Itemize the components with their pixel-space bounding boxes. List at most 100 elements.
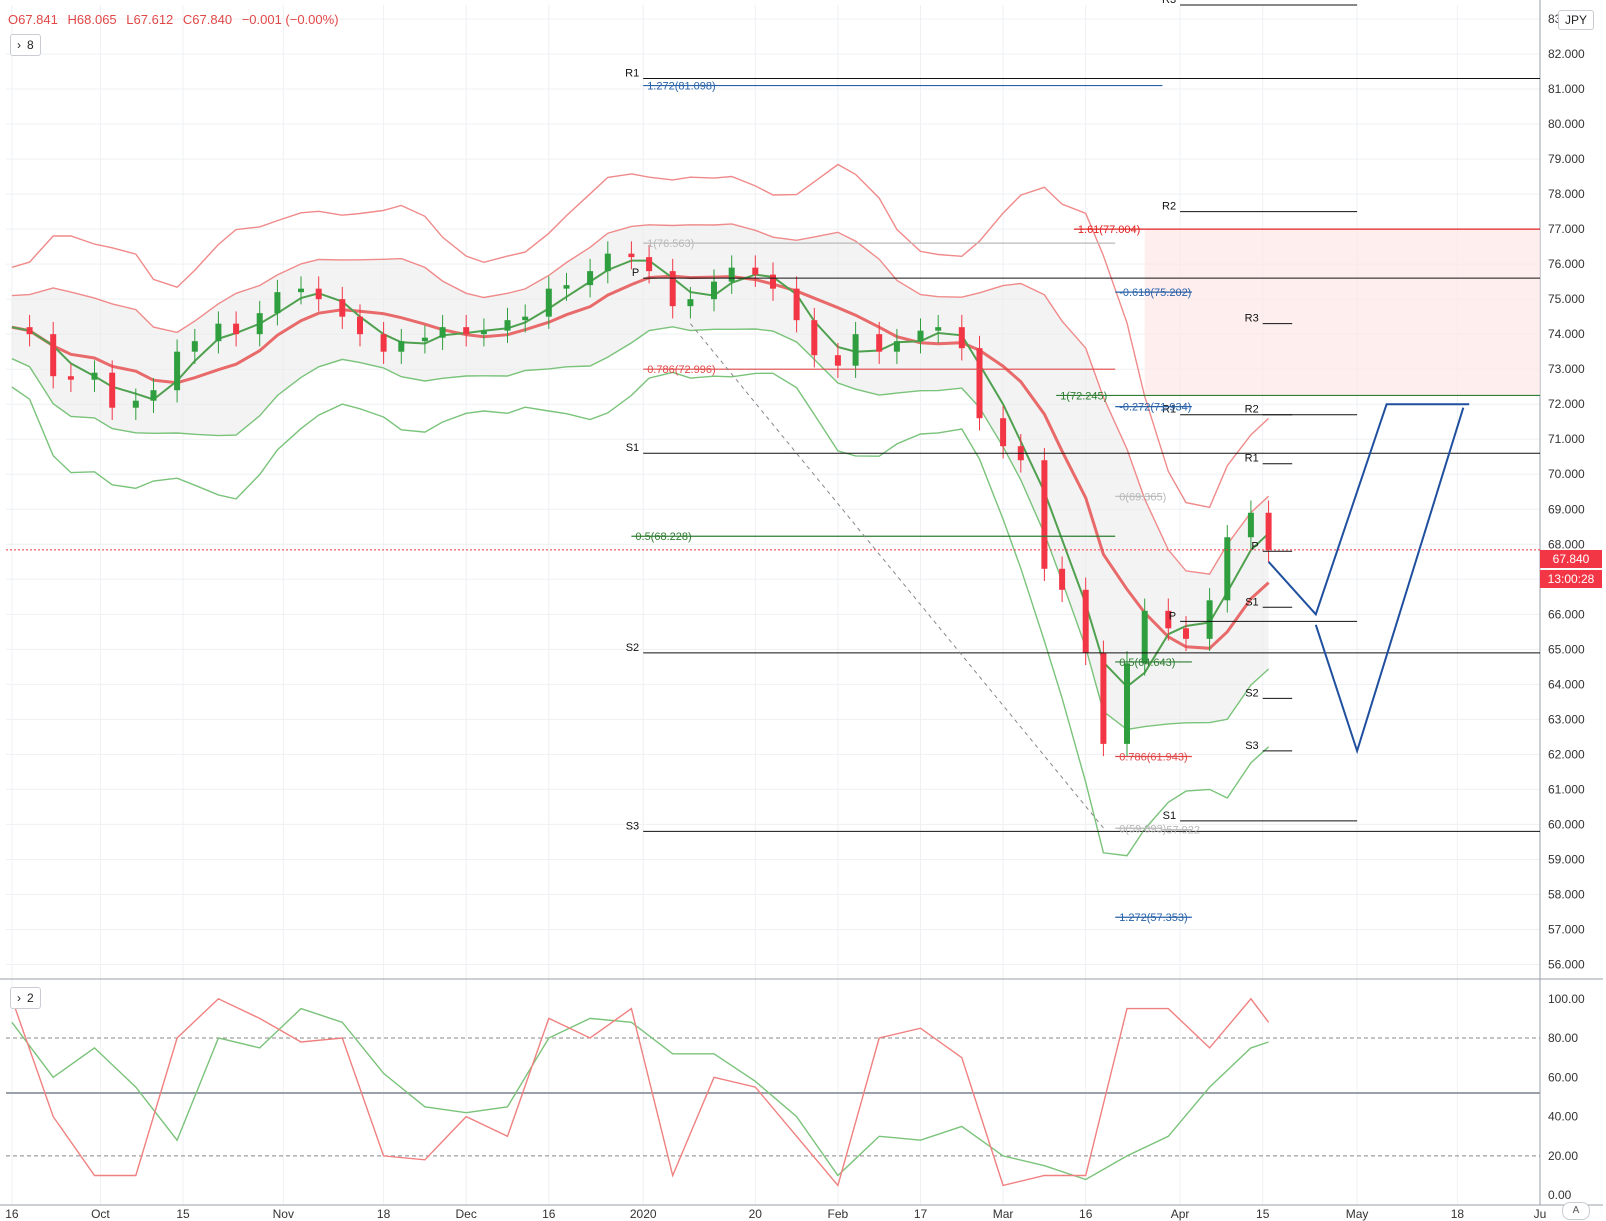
candle-body <box>1247 512 1254 538</box>
price-tick-label: 61.000 <box>1548 782 1585 796</box>
time-tick-label: 16 <box>1079 1207 1093 1221</box>
price-axis[interactable]: 56.000 57.000 58.000 59.000 60.000 61.000 62.0… <box>1548 12 1585 971</box>
candle-body <box>852 334 859 366</box>
indicators-toggle-main[interactable]: › 8 <box>10 34 41 56</box>
candle-body <box>463 327 470 335</box>
candle-body <box>215 323 222 342</box>
price-tick-label: 73.000 <box>1548 362 1585 376</box>
price-tick-label: 57.000 <box>1548 922 1585 936</box>
candle-body <box>893 341 900 352</box>
time-tick-label: 16 <box>5 1207 19 1221</box>
pivot-label: S2 <box>1245 687 1258 699</box>
fib-label: 1(76.563) <box>647 238 694 250</box>
candle-body <box>421 337 428 342</box>
levels: R1PS1S2S3R3R2R1PS1R3R2R1PS1S2S31.272(81.… <box>6 0 1540 924</box>
osc-tick-label: 100.00 <box>1548 992 1585 1006</box>
candle-body <box>109 372 116 408</box>
time-tick-label: Nov <box>273 1207 294 1221</box>
candle-body <box>1000 418 1007 447</box>
oscillator-pane: 0.00 20.00 40.00 60.00 80.00 100.00 <box>6 992 1585 1202</box>
candle-body <box>504 320 511 331</box>
candle-body <box>935 327 942 331</box>
candle-body <box>380 334 387 352</box>
price-tick-label: 74.000 <box>1548 327 1585 341</box>
pivot-label: S3 <box>626 820 639 832</box>
price-tick-label: 72.000 <box>1548 397 1585 411</box>
price-tick-label: 62.000 <box>1548 747 1585 761</box>
fib-label: 1.272(81.098) <box>647 81 716 93</box>
upper-outer-band <box>11 163 1270 509</box>
pivot-label: R2 <box>1245 404 1259 416</box>
candle-body <box>298 288 304 293</box>
fib-label: 0(69.365) <box>1119 491 1166 503</box>
high-value: H68.065 <box>67 12 117 27</box>
candle-body <box>752 267 759 275</box>
osc-series <box>11 997 1270 1187</box>
candle-body <box>150 390 157 401</box>
time-tick-label: Ju <box>1534 1207 1547 1221</box>
open-value: O67.841 <box>8 12 58 27</box>
price-tick-label: 76.000 <box>1548 257 1585 271</box>
pivot-label: R3 <box>1245 313 1259 325</box>
price-tick-label: 64.000 <box>1548 677 1585 691</box>
time-tick-label: 17 <box>914 1207 928 1221</box>
fib-label: -0.272(71.934) <box>1119 402 1191 414</box>
close-value: C67.840 <box>182 12 233 27</box>
currency-label[interactable]: JPY <box>1558 10 1594 30</box>
time-tick-label: 18 <box>377 1207 391 1221</box>
price-tick-label: 81.000 <box>1548 82 1585 96</box>
candle-body <box>1059 568 1066 590</box>
candle-body <box>793 288 800 321</box>
price-tick-label: 59.000 <box>1548 852 1585 866</box>
bollinger-cloud <box>11 223 1269 730</box>
pivot-label: S1 <box>1163 810 1176 822</box>
fib-zone-rect <box>1144 229 1540 396</box>
fib-label: 1.61(77.004) <box>1078 224 1140 236</box>
auto-scale-button[interactable]: A <box>1562 1202 1590 1220</box>
candle-body <box>1224 537 1231 601</box>
candle-body <box>770 274 776 289</box>
projection <box>1267 403 1470 755</box>
ohlc-legend: O67.841 H68.065 L67.612 C67.840 −0.001 (… <box>8 12 345 27</box>
time-tick-label: 16 <box>542 1207 556 1221</box>
price-tick-label: 68.000 <box>1548 537 1585 551</box>
osc-series <box>11 1007 1269 1181</box>
candle-body <box>315 288 322 300</box>
time-tick-label: Apr <box>1171 1207 1190 1221</box>
osc-tick-label: 0.00 <box>1548 1188 1572 1202</box>
candle-body <box>917 330 924 342</box>
fib-label: 0(59.893) <box>1119 823 1166 835</box>
countdown-tag: 13:00:28 <box>1540 570 1602 588</box>
candle-body <box>357 316 363 335</box>
candle-body <box>233 323 240 335</box>
candle-body <box>669 271 676 307</box>
upper-band <box>11 223 1270 575</box>
time-tick-label: Dec <box>456 1207 477 1221</box>
candle-body <box>439 327 446 338</box>
time-tick-label: Oct <box>91 1207 110 1221</box>
candle-body <box>646 257 653 272</box>
fib-label: 1(72.245) <box>1060 390 1107 402</box>
time-tick-label: 18 <box>1451 1207 1465 1221</box>
price-tick-label: 79.000 <box>1548 152 1585 166</box>
low-value: L67.612 <box>126 12 174 27</box>
fib-label: 0.786(72.996) <box>647 364 716 376</box>
fib-zone <box>1144 229 1540 396</box>
projection-path <box>1267 403 1470 617</box>
candle-body <box>1041 460 1048 569</box>
pivot-label: R3 <box>1162 0 1176 6</box>
time-tick-label: Mar <box>993 1207 1014 1221</box>
time-axis[interactable]: 16 Oct 15 Nov 18 Dec 16 2020 20 Feb 17 Mar 16 Apr 15 Ma… <box>5 1207 1546 1221</box>
pivot-label: S1 <box>626 442 639 454</box>
candle-body <box>256 313 263 335</box>
price-tick-label: 65.000 <box>1548 642 1585 656</box>
indicators-toggle-sub[interactable]: › 2 <box>10 987 41 1009</box>
candle-body <box>26 327 33 335</box>
pivot-label: P <box>1169 610 1176 622</box>
candle-body <box>876 334 883 352</box>
osc-tick-label: 20.00 <box>1548 1149 1578 1163</box>
fib-label: 57.922 <box>1166 825 1200 837</box>
slow-ma <box>11 274 1270 650</box>
indicator-count: 8 <box>27 38 34 52</box>
